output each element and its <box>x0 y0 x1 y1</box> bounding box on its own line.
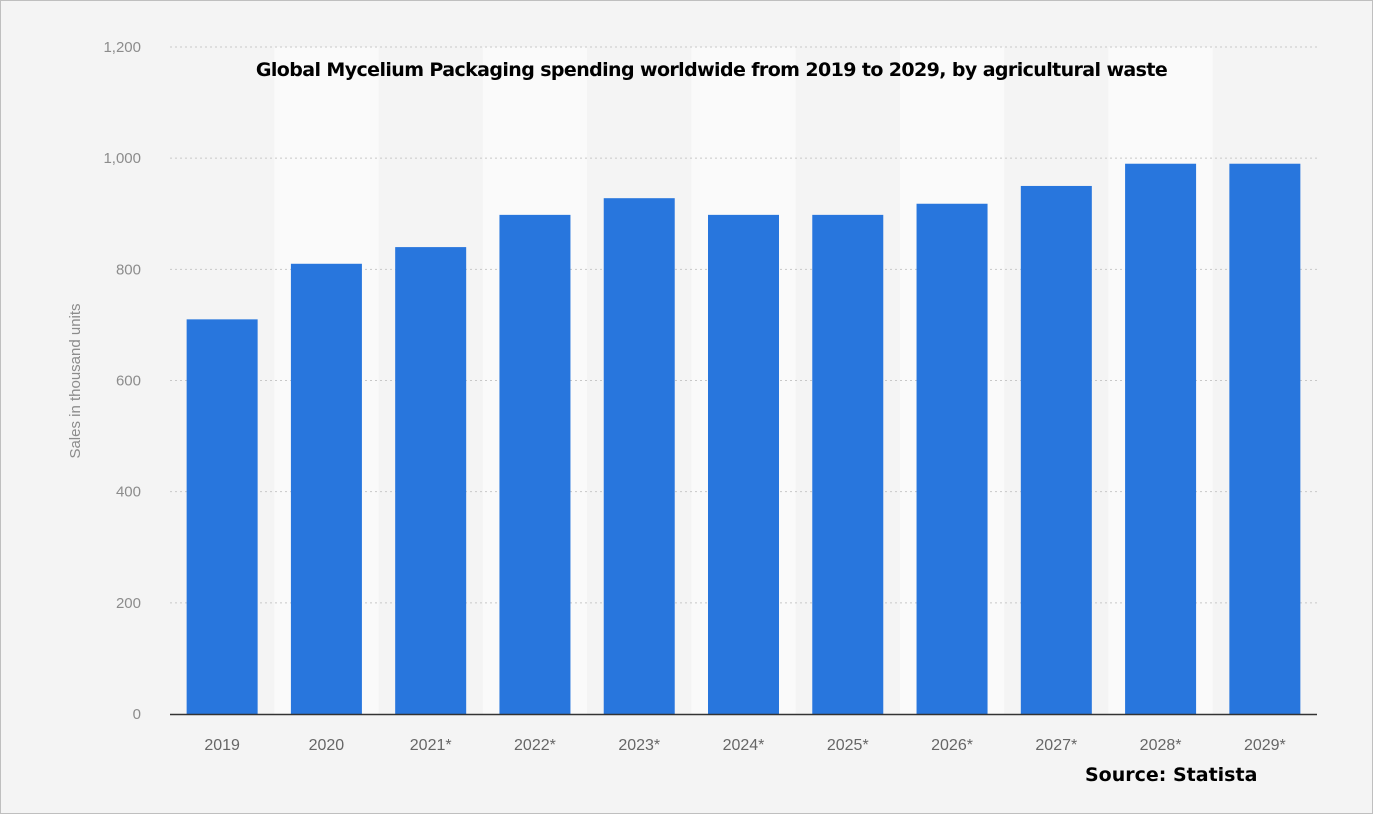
x-tick-label: 2027* <box>1035 737 1077 754</box>
y-tick-label: 600 <box>116 373 141 390</box>
bar <box>603 198 675 715</box>
x-tick-label: 2021* <box>410 737 452 754</box>
bar <box>1020 185 1092 715</box>
chart-title: Global Mycelium Packaging spending world… <box>255 59 1168 81</box>
y-tick-label: 800 <box>116 261 141 278</box>
bar <box>395 247 467 714</box>
bar <box>1125 163 1197 715</box>
bar <box>1229 163 1301 715</box>
y-axis-label: Sales in thousand units <box>67 303 84 458</box>
x-tick-label: 2029* <box>1244 737 1286 754</box>
bar <box>916 203 988 714</box>
bar <box>812 214 884 714</box>
x-tick-label: 2023* <box>618 737 660 754</box>
x-tick-label: 2028* <box>1140 737 1182 754</box>
y-tick-label: 0 <box>133 706 141 723</box>
y-tick-label: 1,200 <box>103 39 141 56</box>
bar <box>290 263 362 714</box>
bar <box>499 214 571 714</box>
x-tick-label: 2019 <box>204 737 240 754</box>
bars <box>186 163 1301 715</box>
bar <box>186 319 258 714</box>
y-tick-label: 1,000 <box>103 150 141 167</box>
source-label: Source: Statista <box>1085 764 1258 786</box>
x-tick-label: 2026* <box>931 737 973 754</box>
x-tick-label: 2022* <box>514 737 556 754</box>
y-axis-ticks: 0 200 400 600 800 1,000 1,200 <box>103 39 141 723</box>
y-tick-label: 200 <box>116 595 141 612</box>
x-tick-label: 2020 <box>309 737 345 754</box>
y-tick-label: 400 <box>116 484 141 501</box>
x-tick-label: 2024* <box>723 737 765 754</box>
x-axis-ticks: 2019 2020 2021* 2022* 2023* 2024* 2025* 2026* 20… <box>204 737 1285 754</box>
bar <box>708 214 779 714</box>
x-tick-label: 2025* <box>827 737 869 754</box>
